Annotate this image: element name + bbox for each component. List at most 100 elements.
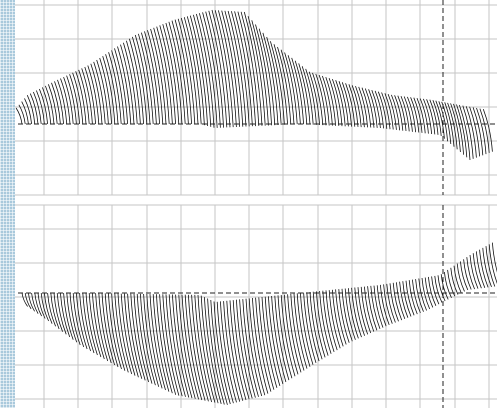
trace-stroke [418,278,427,311]
lower-panel [21,242,497,405]
trace-stroke [318,74,330,126]
trace-stroke [111,293,126,371]
trace-stroke [270,41,285,125]
trace-stroke [432,100,442,137]
trace-stroke [243,11,263,126]
trace-stroke [111,50,125,125]
trace-stroke [237,11,256,127]
trace-stroke [223,301,241,402]
trace-stroke [312,291,326,358]
trace-stroke [229,300,247,401]
trace-stroke [240,11,260,126]
trace-stroke [315,73,327,126]
trace-stroke [72,292,85,348]
trace-stroke [447,102,458,150]
trace-stroke [75,71,87,125]
trace-stroke [396,282,406,320]
trace-stroke [193,14,212,127]
trace-stroke [95,293,109,362]
trace-stroke [220,301,237,403]
trace-stroke [392,282,403,321]
trace-stroke [84,66,96,125]
trace-stroke [210,299,228,405]
trace-stroke [361,87,372,128]
trace-stroke [208,10,228,128]
trace-stroke [374,90,384,129]
trace-stroke [162,294,180,396]
trace-stroke [96,59,109,125]
trace-stroke [133,293,149,383]
trace-stroke [196,13,215,128]
trace-stroke [57,79,68,125]
trace-stroke [322,75,333,126]
trace-stroke [293,293,308,369]
trace-stroke [218,10,237,128]
trace-stroke [408,280,418,315]
trace-stroke [188,294,206,401]
trace-stroke [264,296,281,387]
trace-stroke [72,72,84,125]
trace-stroke [129,38,144,125]
trace-stroke [177,18,196,125]
trace-stroke [146,293,163,389]
trace-stroke [389,283,399,322]
trace-stroke [205,11,224,128]
trace-stroke [242,299,259,397]
trace-stroke [82,292,95,354]
trace-stroke [28,292,35,312]
trace-stroke [479,108,490,153]
trace-stroke [156,294,173,394]
trace-stroke [328,290,341,349]
trace-stroke [114,48,128,125]
trace-stroke [51,82,61,125]
trace-stroke [485,246,496,287]
trace-stroke [60,78,71,125]
trace-stroke [136,293,153,384]
trace-stroke [431,276,440,305]
trace-stroke [153,27,170,125]
trace-stroke [234,11,253,127]
trace-stroke [322,290,335,353]
trace-stroke [258,28,276,126]
trace-stroke [419,98,429,134]
trace-stroke [434,275,443,303]
trace-stroke [56,292,67,335]
trace-stroke [66,75,77,125]
trace-stroke [303,292,317,364]
trace-stroke [92,292,105,360]
trace-stroke [66,292,78,343]
trace-stroke [290,293,305,371]
trace-stroke [450,103,461,153]
trace-stroke [123,42,138,125]
trace-stroke [101,293,115,366]
trace-stroke [444,102,455,147]
trace-stroke [168,21,186,125]
trace-stroke [397,95,407,132]
trace-stroke [172,294,190,398]
trace-stroke [456,104,468,158]
trace-stroke [287,55,301,125]
trace-stroke [476,251,486,288]
trace-stroke [45,85,55,125]
trace-stroke [482,247,492,288]
trace-stroke [410,97,420,133]
trace-stroke [400,95,410,132]
trace-stroke [415,279,424,312]
trace-stroke [199,13,218,128]
trace-stroke [391,94,400,131]
trace-stroke [421,277,431,310]
trace-stroke [472,253,482,289]
trace-stroke [200,295,219,404]
trace-stroke [364,88,375,128]
guide-lines [18,0,497,408]
trace-stroke [252,297,269,394]
trace-stroke [143,293,160,387]
trace-stroke [102,55,116,125]
trace-stroke [124,293,139,378]
trace-stroke [130,293,146,381]
trace-stroke [360,286,372,334]
trace-stroke [440,274,449,300]
trace-stroke [85,292,98,356]
trace-stroke [413,97,423,133]
trace-stroke [338,289,350,343]
